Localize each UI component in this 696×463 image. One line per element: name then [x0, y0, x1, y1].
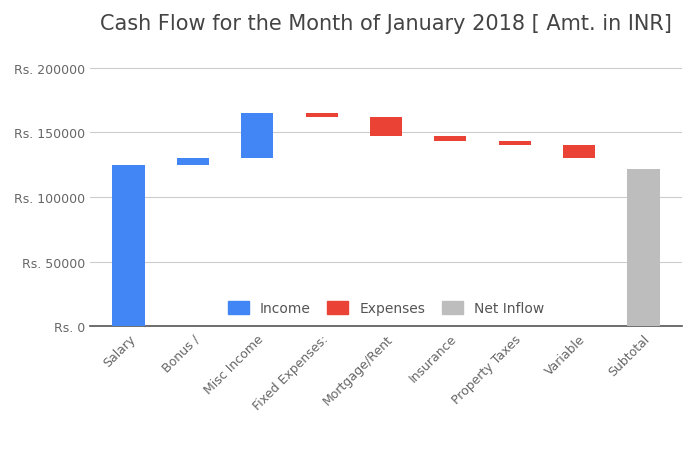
- Legend: Income, Expenses, Net Inflow: Income, Expenses, Net Inflow: [221, 294, 551, 323]
- Bar: [370, 118, 402, 137]
- Bar: [113, 165, 145, 327]
- Bar: [241, 114, 274, 159]
- Bar: [177, 159, 209, 165]
- Bar: [563, 146, 595, 159]
- Title: Cash Flow for the Month of January 2018 [ Amt. in INR]: Cash Flow for the Month of January 2018 …: [100, 14, 672, 34]
- Bar: [434, 137, 466, 142]
- Bar: [306, 114, 338, 118]
- Bar: [498, 142, 531, 146]
- Bar: [627, 169, 660, 327]
